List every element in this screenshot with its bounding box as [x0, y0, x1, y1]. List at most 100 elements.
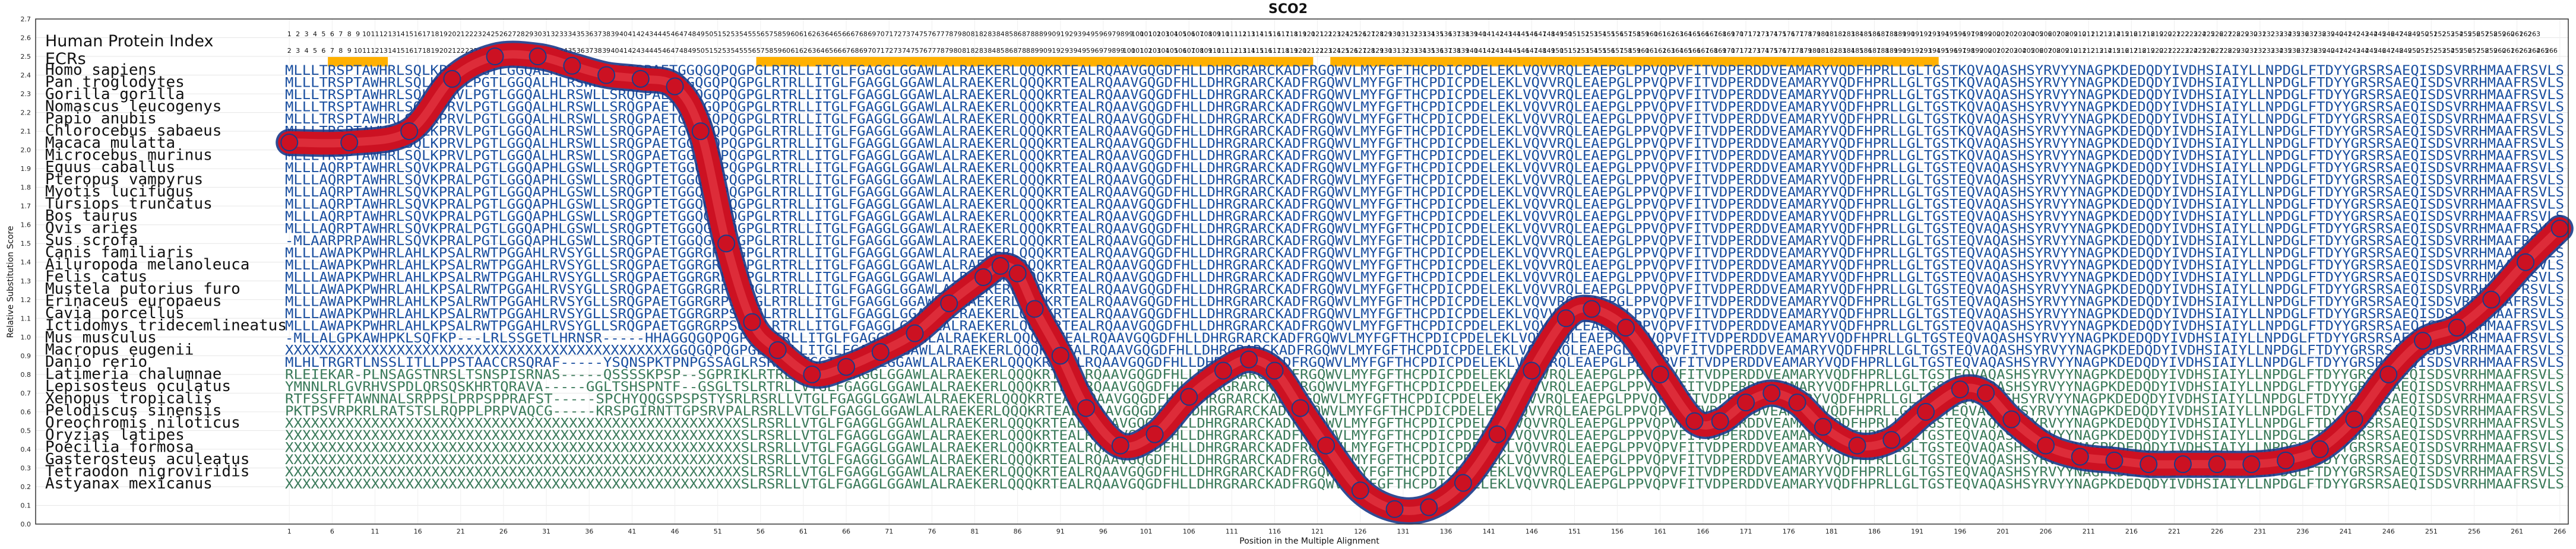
human-index-number: 201 [1996, 30, 2009, 38]
ecr-highlight [756, 57, 1314, 66]
species-label: Pan troglodytes [45, 74, 185, 91]
plot-frame [35, 18, 2569, 525]
curve-point [1008, 264, 1027, 283]
x-tick-label: 226 [2211, 528, 2223, 535]
human-index-number: 197 [1963, 30, 1975, 38]
ecr-index-number: 62 [799, 47, 808, 55]
alignment-sequence: XXXXXXXXXXXXXXXXXXXXXXXXXXXXXXXXXXXXXXXX… [285, 417, 2564, 431]
ecr-index-number: 237 [2296, 47, 2309, 55]
human-index-number: 120 [1303, 30, 1315, 38]
x-tick-label: 201 [1996, 528, 2009, 535]
ecr-index-number: 207 [2040, 47, 2052, 55]
human-index-number: 136 [1440, 30, 1452, 38]
human-index-number: 64 [825, 30, 833, 38]
x-tick-label: 266 [2553, 528, 2566, 535]
ecr-index-number: 69 [859, 47, 868, 55]
human-index-number: 77 [936, 30, 945, 38]
alignment-sequence: MLLLTRSPTAWHRLSQLKPRVLPGTLGGQALHLRSWLLSR… [285, 137, 2564, 151]
ecr-index-number: 136 [1431, 47, 1444, 55]
human-index-number: 58 [774, 30, 782, 38]
curve-point [691, 122, 710, 141]
ecr-index-number: 248 [2391, 47, 2403, 55]
human-index-number: 31 [542, 30, 550, 38]
species-label: Poecilia formosa [45, 439, 194, 456]
x-tick-label: 46 [671, 528, 679, 535]
alignment-sequence: XXXXXXXXXXXXXXXXXXXXXXXXXXXXXXXXXXXXXXXX… [285, 344, 2564, 358]
ecr-index-number: 18 [422, 47, 431, 55]
curve-point [1917, 402, 1935, 421]
curve-point [597, 66, 616, 84]
ecr-index-number: 83 [979, 47, 988, 55]
curve-point [2550, 220, 2569, 238]
alignment-sequence: RLEIEKAR-PLNSAGSTNRSLTSNSPISRNAS-----QSS… [285, 368, 2564, 383]
human-index-number: 112 [1234, 30, 1246, 38]
human-index-number: 151 [1568, 30, 1581, 38]
ecr-index-number: 142 [1483, 47, 1495, 55]
x-tick-label: 61 [799, 528, 808, 535]
human-index-number: 67 [851, 30, 859, 38]
human-index-number: 17 [422, 30, 431, 38]
y-tick-label: 0.1 [21, 502, 31, 509]
ecr-index-number: 86 [1005, 47, 1013, 55]
ecr-index-number: 12 [371, 47, 379, 55]
human-index-number: 60 [791, 30, 799, 38]
human-index-number: 71 [885, 30, 893, 38]
human-index-number: 198 [1971, 30, 1983, 38]
y-tick-label: 1.4 [21, 259, 31, 266]
ecr-index-number: 135 [1423, 47, 1435, 55]
ecr-index-number: 53 [722, 47, 730, 55]
human-index-number: 32 [551, 30, 559, 38]
human-index-number: 205 [2031, 30, 2043, 38]
human-index-number: 68 [859, 30, 868, 38]
y-tick-label: 2.1 [21, 128, 31, 135]
human-index-number: 139 [1466, 30, 1478, 38]
human-index-number: 216 [2125, 30, 2138, 38]
ecr-index-number: 250 [2408, 47, 2420, 55]
ecr-index-number: 228 [2220, 47, 2232, 55]
ecr-index-number: 169 [1714, 47, 1726, 55]
ecr-index-number: 225 [2194, 47, 2206, 55]
y-tick-label: 1.8 [21, 184, 31, 192]
human-index-number: 173 [1757, 30, 1769, 38]
human-index-number: 47 [679, 30, 688, 38]
ecr-index-number: 235 [2280, 47, 2292, 55]
ecr-index-number: 79 [945, 47, 953, 55]
ecr-index-number: 4 [305, 47, 309, 55]
human-index-number: 39 [611, 30, 619, 38]
x-tick-label: 111 [1226, 528, 1238, 535]
ecr-index-number: 71 [876, 47, 885, 55]
human-index-number: 34 [568, 30, 576, 38]
human-index-number: 104 [1166, 30, 1178, 38]
curve-point [2173, 455, 2192, 474]
x-tick-label: 116 [1268, 528, 1281, 535]
ecr-index-number: 199 [1971, 47, 1983, 55]
human-index-number: 253 [2442, 30, 2455, 38]
ecr-index-number: 148 [1534, 47, 1546, 55]
human-index-number: 150 [1560, 30, 1572, 38]
human-index-number: 161 [1654, 30, 1666, 38]
ecr-index-number: 10 [354, 47, 362, 55]
alignment-sequence: MLLLTRSPTAWHRLSQLKPRVLPGTLGGQALHLRSWLLSR… [285, 100, 2564, 115]
index-row-ecr: 2 3 4 5 6 7 8 9 10 11 12 13 14 15 16 17 18 19 20 21 22 23 24 25… [287, 47, 2558, 66]
ecr-index-number: 43 [637, 47, 645, 55]
curve-point [991, 257, 1009, 275]
curve-point [2071, 448, 2089, 466]
human-index-number: 30 [534, 30, 542, 38]
y-tick-label: 1.1 [21, 315, 31, 322]
ecr-index-number: 64 [817, 47, 825, 55]
x-tick-label: 21 [457, 528, 465, 535]
ecr-index-number: 17 [414, 47, 422, 55]
human-index-number: 234 [2280, 30, 2292, 38]
human-index-number: 232 [2262, 30, 2275, 38]
ecr-index-number: 171 [1731, 47, 1743, 55]
ecr-index-number: 7 [330, 47, 334, 55]
alignment-sequence: XXXXXXXXXXXXXXXXXXXXXXXXXXXXXXXXXXXXXXXX… [285, 477, 2564, 492]
human-index-number: 33 [559, 30, 568, 38]
chart-title: SCO2 [1268, 2, 1308, 17]
ecr-index-number: 140 [1466, 47, 1478, 55]
ecr-index-number: 215 [2108, 47, 2121, 55]
ecr-index-number: 81 [962, 47, 970, 55]
y-tick-label: 0.9 [21, 352, 31, 360]
human-index-number: 178 [1800, 30, 1812, 38]
ecr-index-number: 222 [2168, 47, 2181, 55]
